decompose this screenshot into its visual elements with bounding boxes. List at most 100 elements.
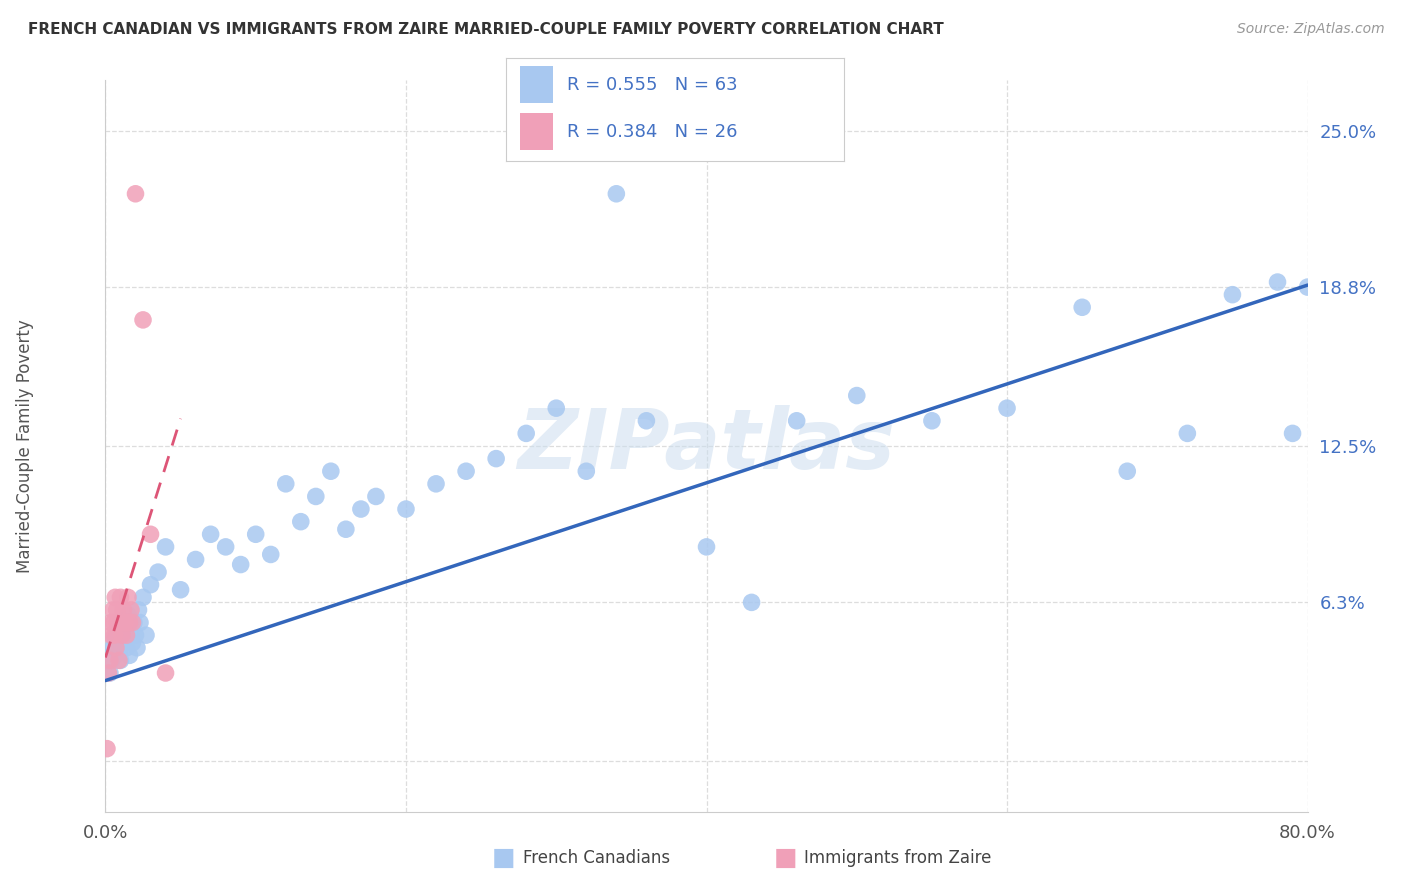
Text: French Canadians: French Canadians xyxy=(523,849,671,867)
Point xyxy=(135,628,157,642)
Point xyxy=(260,548,283,562)
Point xyxy=(98,665,121,680)
Point xyxy=(546,401,568,416)
Point xyxy=(107,623,129,637)
Text: ZIPatlas: ZIPatlas xyxy=(517,406,896,486)
Point xyxy=(605,186,627,201)
Point xyxy=(1281,426,1303,441)
Point xyxy=(108,653,131,667)
Point xyxy=(184,552,207,566)
Point xyxy=(132,313,155,327)
Point xyxy=(110,615,132,630)
Point xyxy=(128,603,150,617)
Point xyxy=(110,591,132,605)
Point xyxy=(921,414,943,428)
Point xyxy=(120,628,142,642)
Point xyxy=(107,615,129,630)
Point xyxy=(108,646,131,660)
Point xyxy=(104,628,127,642)
Point xyxy=(364,490,387,504)
Point xyxy=(575,464,598,478)
Point xyxy=(274,476,297,491)
Point xyxy=(319,464,342,478)
Point xyxy=(395,502,418,516)
Point xyxy=(111,628,134,642)
Point xyxy=(1116,464,1139,478)
Text: ■: ■ xyxy=(773,847,797,870)
Point xyxy=(515,426,537,441)
Point xyxy=(100,628,122,642)
Point xyxy=(98,653,121,667)
Point xyxy=(105,603,128,617)
Point xyxy=(146,565,169,579)
Point xyxy=(121,615,143,630)
Point xyxy=(118,615,141,630)
Point xyxy=(120,603,142,617)
Point xyxy=(1175,426,1198,441)
Point xyxy=(229,558,252,572)
Text: ■: ■ xyxy=(492,847,516,870)
Text: Married-Couple Family Poverty: Married-Couple Family Poverty xyxy=(17,319,34,573)
Point xyxy=(129,615,152,630)
Point xyxy=(114,615,136,630)
Point xyxy=(456,464,478,478)
Text: R = 0.384   N = 26: R = 0.384 N = 26 xyxy=(567,123,737,141)
Point xyxy=(1296,280,1319,294)
Text: Immigrants from Zaire: Immigrants from Zaire xyxy=(804,849,991,867)
Point xyxy=(169,582,191,597)
Point xyxy=(696,540,718,554)
Point xyxy=(214,540,236,554)
Point xyxy=(245,527,267,541)
Point xyxy=(1071,300,1094,314)
Point xyxy=(114,621,136,635)
Point xyxy=(103,615,125,630)
Point xyxy=(741,595,763,609)
Point xyxy=(96,741,118,756)
Point xyxy=(97,665,120,680)
Point xyxy=(485,451,508,466)
Point xyxy=(103,633,125,648)
Point xyxy=(1267,275,1289,289)
Point xyxy=(117,591,139,605)
Point xyxy=(155,665,177,680)
Point xyxy=(139,578,162,592)
Point xyxy=(118,648,141,663)
Point xyxy=(100,653,122,667)
Point xyxy=(995,401,1018,416)
Text: FRENCH CANADIAN VS IMMIGRANTS FROM ZAIRE MARRIED-COUPLE FAMILY POVERTY CORRELATI: FRENCH CANADIAN VS IMMIGRANTS FROM ZAIRE… xyxy=(28,22,943,37)
Point xyxy=(115,640,138,655)
Point xyxy=(112,633,135,648)
Bar xyxy=(520,66,554,103)
Point xyxy=(110,653,132,667)
Point xyxy=(121,636,143,650)
Point xyxy=(845,388,868,402)
Point xyxy=(111,628,134,642)
Point xyxy=(786,414,808,428)
Point xyxy=(112,603,135,617)
Point xyxy=(305,490,328,504)
Point xyxy=(124,186,146,201)
Point xyxy=(290,515,312,529)
Point xyxy=(122,615,145,630)
Point xyxy=(636,414,658,428)
Point xyxy=(425,476,447,491)
Point xyxy=(125,640,148,655)
Point xyxy=(200,527,222,541)
Point xyxy=(101,640,124,655)
Point xyxy=(100,615,122,630)
Point xyxy=(335,522,357,536)
Point xyxy=(103,628,125,642)
Point xyxy=(155,540,177,554)
Point xyxy=(1222,287,1244,301)
Point xyxy=(104,591,127,605)
Point xyxy=(124,628,146,642)
Bar xyxy=(520,113,554,150)
Point xyxy=(117,607,139,622)
Point xyxy=(101,603,124,617)
Point xyxy=(115,628,138,642)
Text: Source: ZipAtlas.com: Source: ZipAtlas.com xyxy=(1237,22,1385,37)
Point xyxy=(350,502,373,516)
Point xyxy=(104,640,127,655)
Point xyxy=(132,591,155,605)
Text: R = 0.555   N = 63: R = 0.555 N = 63 xyxy=(567,76,738,94)
